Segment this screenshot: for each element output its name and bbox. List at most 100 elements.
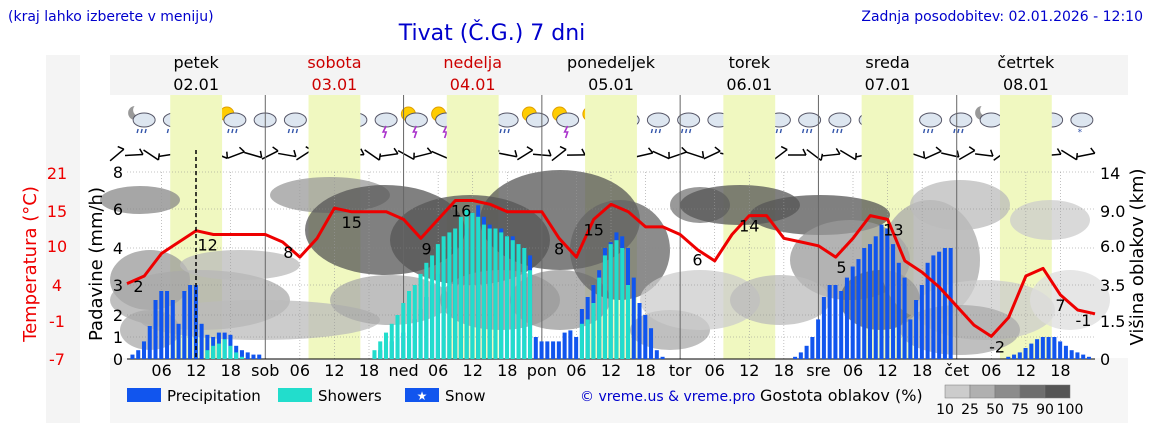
wind-shaft bbox=[227, 151, 245, 159]
rain-drop bbox=[836, 128, 839, 134]
wind-shaft bbox=[1077, 152, 1095, 158]
wind-shaft bbox=[379, 153, 399, 157]
wind-flag bbox=[293, 149, 297, 157]
cloud-blob bbox=[910, 180, 1010, 230]
rain-drop bbox=[805, 128, 809, 134]
cloud-shape bbox=[828, 112, 852, 128]
wind-flag bbox=[701, 151, 705, 158]
lightning-bolt bbox=[563, 125, 569, 139]
shower-bar bbox=[470, 212, 475, 359]
wind-barb bbox=[669, 146, 688, 159]
wind-shaft bbox=[261, 150, 279, 160]
shower-bar bbox=[372, 350, 377, 359]
shower-bar bbox=[614, 240, 619, 359]
lightning-bolt bbox=[442, 125, 448, 139]
wind-barb bbox=[397, 149, 415, 161]
wind-barb bbox=[703, 146, 721, 160]
wind-shaft bbox=[143, 149, 159, 161]
shower-bar bbox=[447, 232, 452, 359]
wind-shaft bbox=[499, 152, 517, 158]
wind-shaft bbox=[244, 151, 262, 159]
wind-barb bbox=[551, 145, 567, 162]
temp-tick-label: -1 bbox=[49, 312, 65, 331]
wind-shaft bbox=[924, 150, 942, 160]
precip-bar bbox=[1075, 352, 1080, 359]
wind-flag bbox=[668, 151, 670, 159]
rain-drop bbox=[779, 128, 783, 134]
wind-barb bbox=[1060, 149, 1079, 161]
wind-flag bbox=[238, 146, 245, 153]
right-axis-ticks: 0 1.5 3.5 6.0 9.0 14 bbox=[1100, 164, 1125, 369]
cloud-rain-icon bbox=[677, 112, 701, 134]
rain-drop bbox=[231, 128, 234, 134]
wind-barb bbox=[516, 146, 534, 161]
precip-bar bbox=[147, 326, 152, 359]
wind-barb bbox=[958, 146, 976, 161]
wind-flag bbox=[714, 146, 721, 152]
shower-bar bbox=[378, 341, 383, 359]
precipitation-bars bbox=[130, 205, 1091, 359]
cloud-shape bbox=[404, 112, 428, 128]
day-date: 02.01 bbox=[173, 75, 219, 94]
x-tick-label: 18 bbox=[912, 361, 932, 380]
sun-storm-icon bbox=[552, 106, 580, 139]
wind-flag bbox=[935, 146, 942, 152]
wind-barb bbox=[635, 147, 654, 158]
x-tick-label: 18 bbox=[359, 361, 379, 380]
cloud-shape bbox=[798, 112, 822, 128]
precip-bar bbox=[159, 291, 164, 359]
precip-bar bbox=[896, 262, 901, 359]
precip-bar bbox=[925, 262, 930, 359]
shower-bar bbox=[435, 244, 440, 359]
cloud-shape bbox=[283, 112, 307, 128]
wind-shaft bbox=[124, 153, 144, 157]
wind-flag bbox=[157, 153, 161, 161]
temp-label: 9 bbox=[422, 239, 432, 258]
shower-bar bbox=[493, 228, 498, 359]
cloud-height-tick-label: 3.5 bbox=[1100, 276, 1125, 295]
precip-bar bbox=[833, 285, 838, 359]
cloud-storm-icon bbox=[374, 112, 398, 139]
rain-drop bbox=[227, 128, 230, 134]
shower-bar bbox=[510, 240, 515, 359]
cloud-height-axis-label: Višina oblakov (km) bbox=[1127, 168, 1148, 345]
day-name: torek bbox=[729, 53, 771, 72]
legend-precip-label: Precipitation bbox=[167, 387, 261, 405]
shower-bar bbox=[464, 209, 469, 359]
day-name: nedelja bbox=[443, 53, 502, 72]
cloud-shape bbox=[1070, 112, 1094, 128]
precip-bar bbox=[885, 228, 890, 359]
precip-bar bbox=[1012, 354, 1017, 359]
rain-drop bbox=[926, 128, 930, 134]
cloud-shape bbox=[556, 112, 580, 128]
credit-text: © vreme.us & vreme.pro bbox=[580, 389, 755, 405]
cloud-rain-icon bbox=[828, 112, 852, 134]
cloud-scale-swatch bbox=[969, 384, 996, 399]
temp-tick-label: 21 bbox=[47, 164, 67, 183]
wind-flag bbox=[956, 150, 960, 158]
x-tick-label: 18 bbox=[221, 361, 241, 380]
wind-flag bbox=[514, 150, 518, 157]
precip-bar bbox=[136, 350, 141, 359]
wind-flag bbox=[547, 149, 552, 157]
legend: Precipitation Showers ★ Snow © vreme.us … bbox=[127, 384, 1083, 418]
night-cloud-icon bbox=[975, 104, 1003, 128]
cloud-scale-swatch bbox=[1044, 384, 1071, 399]
wind-barb bbox=[821, 148, 841, 157]
wind-barb bbox=[566, 148, 586, 156]
precip-bar bbox=[660, 356, 665, 359]
temp-label: 15 bbox=[342, 213, 362, 232]
chart-title: Tivat (Č.G.) 7 dni bbox=[398, 20, 586, 46]
night-cloud-rain-icon bbox=[128, 104, 156, 134]
rain-drop bbox=[499, 128, 502, 134]
x-tick-label: 18 bbox=[497, 361, 517, 380]
cloud-scale-label: 10 bbox=[936, 402, 954, 418]
wind-barb bbox=[924, 146, 942, 160]
wind-shaft bbox=[703, 150, 721, 160]
wind-shaft bbox=[397, 149, 415, 161]
wind-flag bbox=[526, 146, 534, 151]
shower-bar bbox=[389, 323, 394, 359]
wind-flag bbox=[226, 151, 229, 159]
temperature-labels: 2 12 8 15 9 16 8 15 6 14 5 13 -2 7 -1 bbox=[133, 202, 1091, 357]
